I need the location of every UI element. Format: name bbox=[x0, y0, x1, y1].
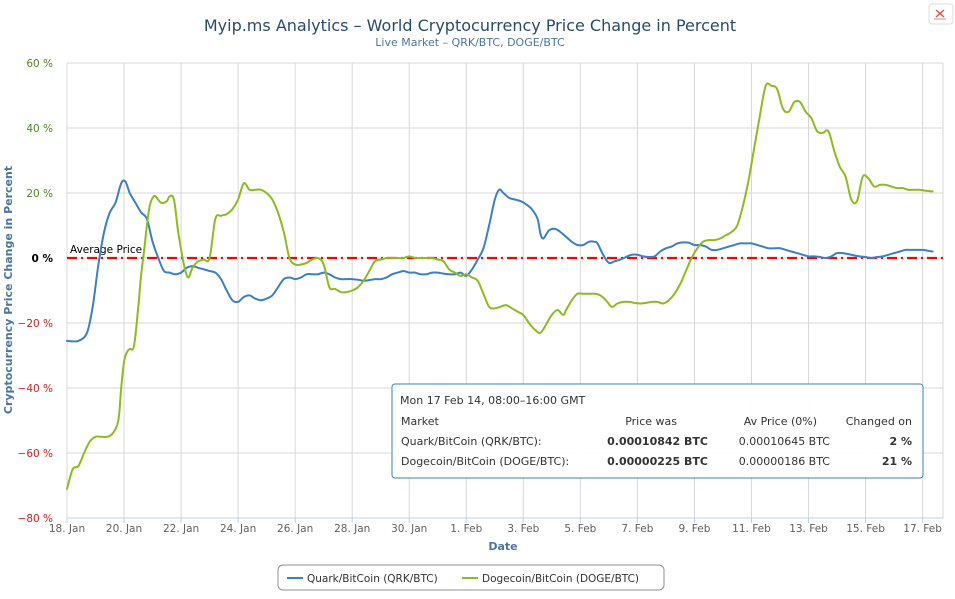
tooltip: Mon 17 Feb 14, 08:00–16:00 GMT Market Pr… bbox=[391, 383, 924, 479]
tooltip-col-change: Changed on bbox=[846, 415, 912, 428]
legend-item-doge[interactable]: Dogecoin/BitCoin (DOGE/BTC) bbox=[462, 573, 639, 585]
y-axis-title: Cryptocurrency Price Change in Percent bbox=[2, 166, 15, 414]
legend: Quark/BitCoin (QRK/BTC) Dogecoin/BitCoin… bbox=[277, 564, 665, 591]
y-tick-label: 0 % bbox=[32, 253, 54, 265]
y-tick-label: 60 % bbox=[26, 58, 53, 70]
tooltip-row-avg: 0.00000186 BTC bbox=[739, 455, 831, 468]
tooltip-col-avg: Av Price (0%) bbox=[744, 415, 817, 428]
tooltip-row-price: 0.00000225 BTC bbox=[607, 455, 708, 468]
export-menu-icon bbox=[934, 9, 946, 20]
x-tick-label: 28. Jan bbox=[334, 523, 370, 535]
y-tick-label: −40 % bbox=[18, 383, 53, 395]
y-tick-label: −80 % bbox=[18, 513, 53, 525]
x-tick-label: 1. Feb bbox=[450, 523, 482, 535]
x-axis-ticks: 18. Jan 20. Jan 22. Jan 24. Jan 26. Jan 28. J… bbox=[49, 517, 943, 535]
tooltip-row-price: 0.00010842 BTC bbox=[607, 435, 708, 448]
tooltip-row-change: 21 % bbox=[882, 455, 912, 468]
chart-title: Myip.ms Analytics – World Cryptocurrency… bbox=[204, 16, 736, 35]
chart-subtitle: Live Market – QRK/BTC, DOGE/BTC bbox=[375, 36, 565, 49]
export-menu-button[interactable] bbox=[928, 3, 954, 25]
legend-label-doge: Dogecoin/BitCoin (DOGE/BTC) bbox=[482, 573, 639, 585]
x-tick-label: 7. Feb bbox=[621, 523, 653, 535]
series-line-doge bbox=[66, 82, 934, 490]
x-tick-label: 13. Feb bbox=[789, 523, 828, 535]
x-tick-label: 20. Jan bbox=[106, 523, 142, 535]
x-axis-title: Date bbox=[488, 540, 517, 553]
y-tick-label: −20 % bbox=[18, 318, 53, 330]
x-tick-label: 22. Jan bbox=[163, 523, 199, 535]
y-tick-label: 40 % bbox=[26, 123, 53, 135]
x-tick-label: 9. Feb bbox=[678, 523, 710, 535]
x-tick-label: 17. Feb bbox=[903, 523, 942, 535]
x-tick-label: 18. Jan bbox=[49, 523, 85, 535]
legend-label-qrk: Quark/BitCoin (QRK/BTC) bbox=[307, 573, 438, 585]
series-line-qrk bbox=[66, 179, 934, 343]
x-tick-label: 5. Feb bbox=[564, 523, 596, 535]
y-tick-label: 20 % bbox=[26, 188, 53, 200]
series-layer bbox=[66, 82, 934, 490]
average-price-label: Average Price bbox=[70, 244, 142, 256]
tooltip-frame bbox=[391, 383, 924, 479]
tooltip-col-price: Price was bbox=[625, 415, 677, 428]
tooltip-row-market: Quark/BitCoin (QRK/BTC): bbox=[401, 435, 542, 448]
tooltip-row-change: 2 % bbox=[889, 435, 912, 448]
tooltip-header: Mon 17 Feb 14, 08:00–16:00 GMT bbox=[400, 394, 586, 407]
y-axis-ticks: 60 % 40 % 20 % 0 % −20 % −40 % −60 % −80 % bbox=[18, 58, 54, 525]
x-tick-label: 3. Feb bbox=[507, 523, 539, 535]
legend-item-qrk[interactable]: Quark/BitCoin (QRK/BTC) bbox=[287, 573, 438, 585]
x-tick-label: 11. Feb bbox=[732, 523, 771, 535]
y-tick-label: −60 % bbox=[18, 448, 53, 460]
x-tick-label: 30. Jan bbox=[391, 523, 427, 535]
tooltip-row-avg: 0.00010645 BTC bbox=[739, 435, 831, 448]
x-tick-label: 15. Feb bbox=[846, 523, 885, 535]
tooltip-row-market: Dogecoin/BitCoin (DOGE/BTC): bbox=[401, 455, 569, 468]
x-tick-label: 24. Jan bbox=[220, 523, 256, 535]
x-tick-label: 26. Jan bbox=[277, 523, 313, 535]
tooltip-col-market: Market bbox=[401, 415, 439, 428]
